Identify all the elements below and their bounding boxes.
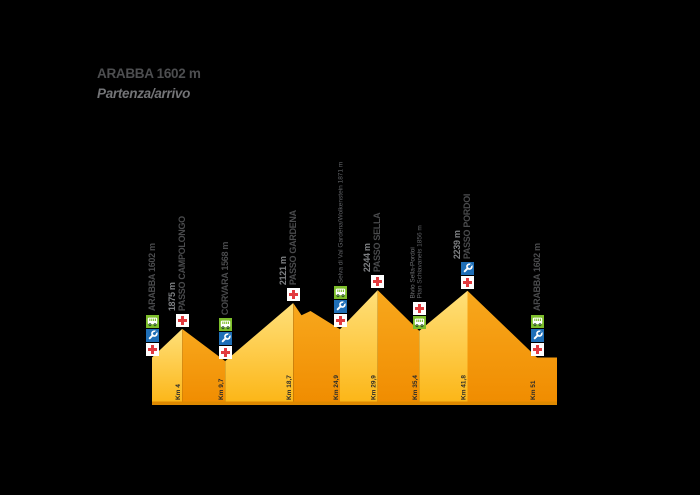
- km-marker-label: Km 29,9: [371, 375, 378, 400]
- first-aid-cross-icon: [371, 275, 385, 289]
- first-aid-cross-icon: [145, 342, 159, 356]
- waypoint-label: ARABBA 1602 m: [146, 243, 157, 312]
- waypoint-passo-sella: 2244 m PASSO SELLA: [362, 213, 385, 289]
- waypoint-label: 2121 m PASSO GARDENA: [277, 210, 298, 285]
- first-aid-cross-icon: [218, 346, 232, 360]
- waypoint-passo-campolongo: 1875 m PASSO CAMPOLONGO: [167, 216, 189, 327]
- waypoint-arabba-start: ARABBA 1602 m: [145, 244, 159, 356]
- page-subtitle: Partenza/arrivo: [97, 86, 191, 101]
- waypoint-label: ARABBA 1602 m: [531, 243, 542, 312]
- waypoint-label: Bivio Sella-Pordoi Pian Schiavaneis 1856 …: [409, 225, 424, 299]
- waypoint-selva-wolkenstein: Selva di Val Gardena/Wolkenstein 1871 m: [333, 162, 347, 328]
- shuttle-bus-icon: [530, 314, 544, 328]
- km-marker-label: Km 18,7: [286, 375, 293, 400]
- shuttle-bus-icon: [218, 318, 232, 332]
- waypoint-label: 2244 m PASSO SELLA: [362, 212, 383, 273]
- waypoint-corvara: CORVARA 1568 m: [218, 242, 232, 360]
- km-marker-label: Km 9,7: [218, 378, 225, 400]
- first-aid-cross-icon: [530, 342, 544, 356]
- km-markers: Km 4 Km 9,7 Km 18,7 Km 24,9 Km 29,9 Km 35,4 Km…: [175, 375, 537, 400]
- first-aid-cross-icon: [286, 288, 300, 301]
- waypoint-passo-pordoi: 2239 m PASSO PORDOI: [452, 193, 474, 289]
- mechanic-wrench-icon: [333, 300, 347, 314]
- shuttle-bus-icon: [333, 286, 347, 300]
- km-marker-label: Km 51: [530, 380, 537, 400]
- mechanic-wrench-icon: [218, 332, 232, 346]
- waypoint-pian-schiavaneis: Bivio Sella-Pordoi Pian Schiavaneis 1856 …: [409, 226, 426, 329]
- first-aid-cross-icon: [412, 301, 426, 315]
- mountain-profile: [152, 290, 557, 405]
- km-marker-label: Km 35,4: [412, 375, 419, 400]
- first-aid-cross-icon: [333, 314, 347, 328]
- km-marker-label: Km 24,9: [333, 375, 340, 400]
- mechanic-wrench-icon: [145, 328, 159, 342]
- mechanic-wrench-icon: [461, 261, 474, 275]
- km-marker-label: Km 41,8: [461, 375, 468, 400]
- waypoint-label: 1875 m PASSO CAMPOLONGO: [166, 215, 187, 311]
- waypoint-label: 2239 m PASSO PORDOI: [451, 193, 472, 259]
- waypoint-passo-gardena: 2121 m PASSO GARDENA: [278, 210, 300, 301]
- first-aid-cross-icon: [175, 313, 189, 327]
- shuttle-bus-icon: [412, 315, 426, 329]
- page-title: ARABBA 1602 m: [97, 66, 201, 81]
- waypoint-arabba-finish: ARABBA 1602 m: [530, 244, 544, 356]
- mechanic-wrench-icon: [530, 328, 544, 342]
- shuttle-bus-icon: [145, 314, 159, 328]
- first-aid-cross-icon: [461, 275, 474, 289]
- km-marker-label: Km 4: [175, 384, 182, 400]
- waypoint-label: Selva di Val Gardena/Wolkenstein 1871 m: [337, 161, 345, 284]
- waypoint-label: CORVARA 1568 m: [219, 241, 230, 316]
